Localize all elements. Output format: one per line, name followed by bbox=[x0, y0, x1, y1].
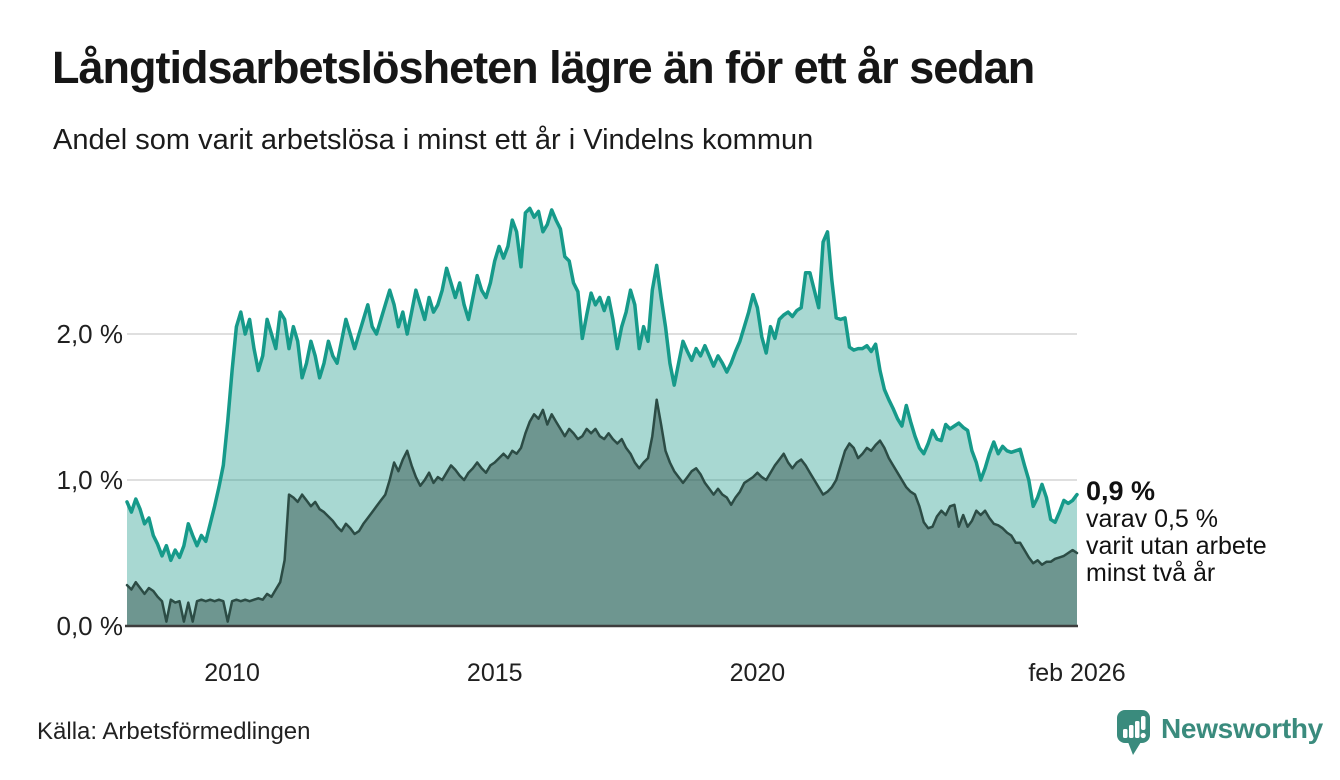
x-tick-2015: 2015 bbox=[466, 659, 523, 687]
y-tick-1: 1,0 % bbox=[56, 465, 124, 495]
annotation-line-3: minst två år bbox=[1086, 559, 1216, 587]
chart-subtitle: Andel som varit arbetslösa i minst ett å… bbox=[53, 124, 814, 156]
line-unemployed-2yr bbox=[125, 398, 1079, 623]
x-tick-2010: 2010 bbox=[204, 659, 260, 687]
annotation-line-2: varit utan arbete bbox=[1086, 532, 1267, 560]
source-credit: Källa: Arbetsförmedlingen bbox=[37, 718, 311, 745]
newsworthy-logo-text: Newsworthy bbox=[1161, 713, 1323, 744]
latest-value-annotation: 0,9 % varav 0,5 % varit utan arbete mins… bbox=[1086, 476, 1267, 587]
area-fill-unemployed-2yr bbox=[127, 399, 1077, 626]
x-tick-feb-2026: feb 2026 bbox=[1028, 659, 1126, 687]
newsworthy-bubble-icon bbox=[1117, 710, 1150, 755]
x-tick-2020: 2020 bbox=[729, 659, 786, 687]
latest-value-1yr: 0,9 % bbox=[1086, 476, 1156, 506]
annotation-line-1: varav 0,5 % bbox=[1086, 505, 1219, 533]
y-tick-0: 0,0 % bbox=[56, 611, 124, 641]
line-unemployed-1yr bbox=[125, 206, 1079, 563]
page-title: Långtidsarbetslösheten lägre än för ett … bbox=[52, 42, 1035, 93]
newsworthy-logo[interactable]: Newsworthy bbox=[1116, 708, 1323, 758]
y-tick-2: 2,0 % bbox=[56, 319, 124, 349]
